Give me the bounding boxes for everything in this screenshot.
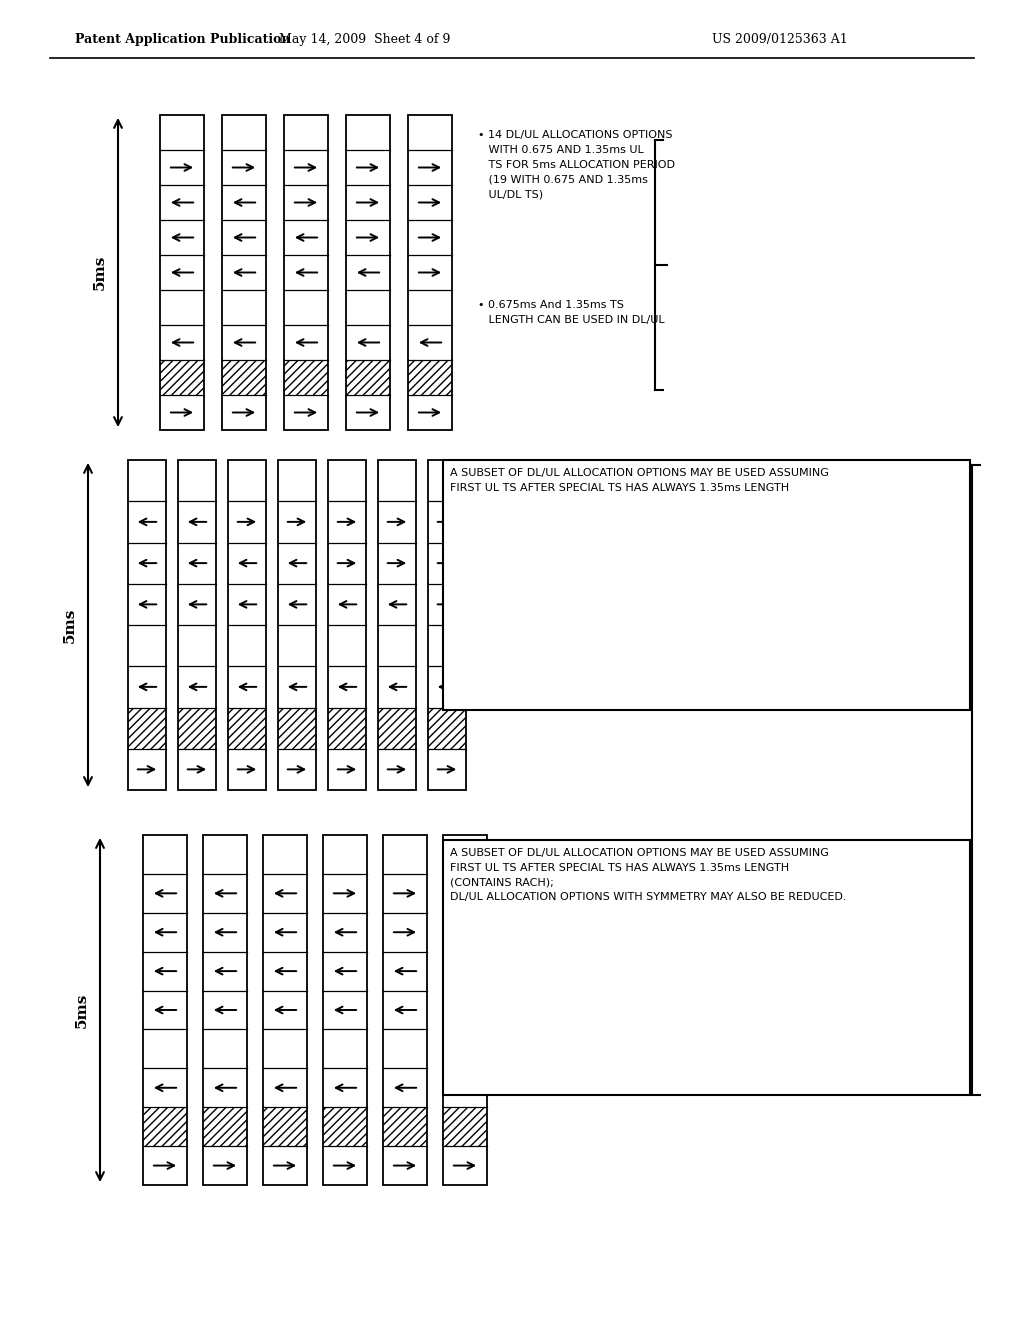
Text: US 2009/0125363 A1: US 2009/0125363 A1 xyxy=(712,33,848,46)
Bar xyxy=(346,360,390,395)
Bar xyxy=(383,836,427,1185)
Bar xyxy=(378,459,416,789)
Bar xyxy=(284,360,328,395)
Bar xyxy=(428,708,466,748)
Bar xyxy=(143,836,187,1185)
Bar xyxy=(323,1107,367,1146)
Bar xyxy=(222,115,266,430)
Bar xyxy=(323,836,367,1185)
Bar xyxy=(443,1107,487,1146)
Bar xyxy=(178,708,216,748)
Bar xyxy=(278,459,316,789)
Text: 5ms: 5ms xyxy=(93,255,106,290)
Text: A SUBSET OF DL/UL ALLOCATION OPTIONS MAY BE USED ASSUMING
FIRST UL TS AFTER SPEC: A SUBSET OF DL/UL ALLOCATION OPTIONS MAY… xyxy=(450,847,847,903)
Bar xyxy=(428,459,466,789)
Text: A SUBSET OF DL/UL ALLOCATION OPTIONS MAY BE USED ASSUMING
FIRST UL TS AFTER SPEC: A SUBSET OF DL/UL ALLOCATION OPTIONS MAY… xyxy=(450,469,828,492)
Bar xyxy=(160,360,204,395)
Bar xyxy=(443,840,970,1096)
Bar xyxy=(443,836,487,1185)
Text: Patent Application Publication: Patent Application Publication xyxy=(75,33,291,46)
Bar xyxy=(408,115,452,430)
Bar xyxy=(143,1107,187,1146)
Bar xyxy=(128,459,166,789)
Bar xyxy=(378,708,416,748)
Bar xyxy=(263,1107,307,1146)
Bar xyxy=(178,459,216,789)
Bar xyxy=(346,115,390,430)
Bar xyxy=(443,459,970,710)
Text: FIG.4A: FIG.4A xyxy=(807,636,913,664)
Text: May 14, 2009  Sheet 4 of 9: May 14, 2009 Sheet 4 of 9 xyxy=(280,33,451,46)
Bar xyxy=(328,708,366,748)
Text: • 14 DL/UL ALLOCATIONS OPTIONS
   WITH 0.675 AND 1.35ms UL
   TS FOR 5ms ALLOCAT: • 14 DL/UL ALLOCATIONS OPTIONS WITH 0.67… xyxy=(478,129,675,199)
Bar xyxy=(408,360,452,395)
Bar xyxy=(278,708,316,748)
Bar xyxy=(203,836,247,1185)
Bar xyxy=(263,836,307,1185)
Text: 5ms: 5ms xyxy=(63,607,77,643)
Bar xyxy=(160,115,204,430)
Bar xyxy=(203,1107,247,1146)
Text: • 0.675ms And 1.35ms TS
   LENGTH CAN BE USED IN DL/UL: • 0.675ms And 1.35ms TS LENGTH CAN BE US… xyxy=(478,300,665,325)
Bar xyxy=(222,360,266,395)
Bar xyxy=(328,459,366,789)
Text: 5ms: 5ms xyxy=(75,993,89,1028)
Bar xyxy=(228,708,266,748)
Bar xyxy=(228,459,266,789)
Bar xyxy=(284,115,328,430)
Bar xyxy=(128,708,166,748)
Bar xyxy=(383,1107,427,1146)
